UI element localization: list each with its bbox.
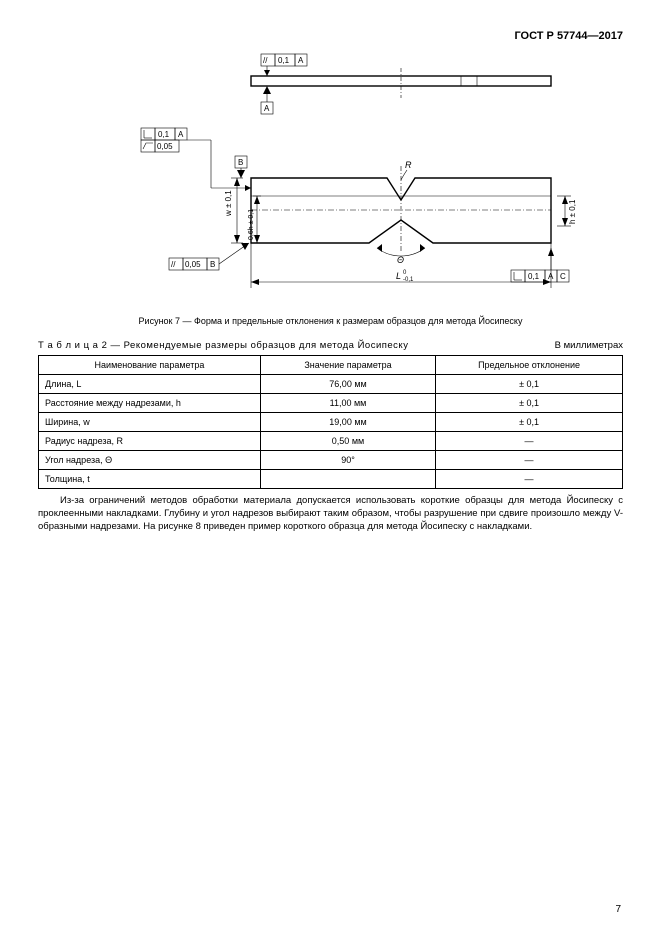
table-heading-row: Т а б л и ц а 2 — Рекомендуемые размеры …	[38, 340, 623, 351]
svg-text:B: B	[210, 260, 215, 269]
table-row: Ширина, w 19,00 мм ± 0,1	[39, 413, 623, 432]
body-paragraph: Из-за ограничений методов обработки мате…	[38, 495, 623, 533]
table-row: Радиус надреза, R 0,50 мм —	[39, 432, 623, 451]
svg-text:0,6h ± 0,1: 0,6h ± 0,1	[248, 209, 255, 240]
svg-text:A: A	[264, 104, 270, 113]
page: ГОСТ Р 57744—2017 // 0,1 A	[0, 0, 661, 935]
table-title: Т а б л и ц а 2 — Рекомендуемые размеры …	[38, 340, 408, 351]
svg-text:A: A	[178, 130, 184, 139]
table-row: Толщина, t —	[39, 470, 623, 489]
svg-text:R: R	[405, 160, 412, 170]
table-row: Угол надреза, Θ 90° —	[39, 451, 623, 470]
svg-text:w ± 0,1: w ± 0,1	[224, 190, 233, 217]
svg-text:h ± 0,1: h ± 0,1	[568, 199, 577, 224]
svg-text:0,1: 0,1	[528, 272, 540, 281]
figure-svg: // 0,1 A A 0,1 A	[81, 48, 581, 308]
col-header: Наименование параметра	[39, 356, 261, 375]
svg-text:0: 0	[403, 270, 407, 276]
svg-text:Θ: Θ	[397, 255, 404, 265]
svg-text://: //	[263, 56, 268, 65]
svg-text://: //	[171, 260, 176, 269]
page-number: 7	[615, 904, 621, 915]
col-header: Значение параметра	[260, 356, 435, 375]
svg-text:-0,1: -0,1	[403, 277, 414, 283]
svg-text:0,1: 0,1	[158, 130, 170, 139]
figure-caption: Рисунок 7 — Форма и предельные отклонени…	[38, 316, 623, 326]
svg-text:0,05: 0,05	[185, 260, 201, 269]
svg-text:B: B	[238, 158, 243, 167]
svg-text:A: A	[548, 272, 554, 281]
table-row: Длина, L 76,00 мм ± 0,1	[39, 375, 623, 394]
figure: // 0,1 A A 0,1 A	[38, 48, 623, 308]
svg-text:C: C	[560, 272, 566, 281]
doc-header: ГОСТ Р 57744—2017	[38, 30, 623, 42]
svg-text:0,05: 0,05	[157, 142, 173, 151]
table-header-row: Наименование параметра Значение параметр…	[39, 356, 623, 375]
table-units: В миллиметрах	[555, 340, 623, 351]
col-header: Предельное отклонение	[436, 356, 623, 375]
svg-text:L: L	[396, 271, 401, 281]
svg-text:0,1: 0,1	[278, 56, 290, 65]
svg-text:A: A	[298, 56, 304, 65]
parameters-table: Наименование параметра Значение параметр…	[38, 355, 623, 489]
table-row: Расстояние между надрезами, h 11,00 мм ±…	[39, 394, 623, 413]
